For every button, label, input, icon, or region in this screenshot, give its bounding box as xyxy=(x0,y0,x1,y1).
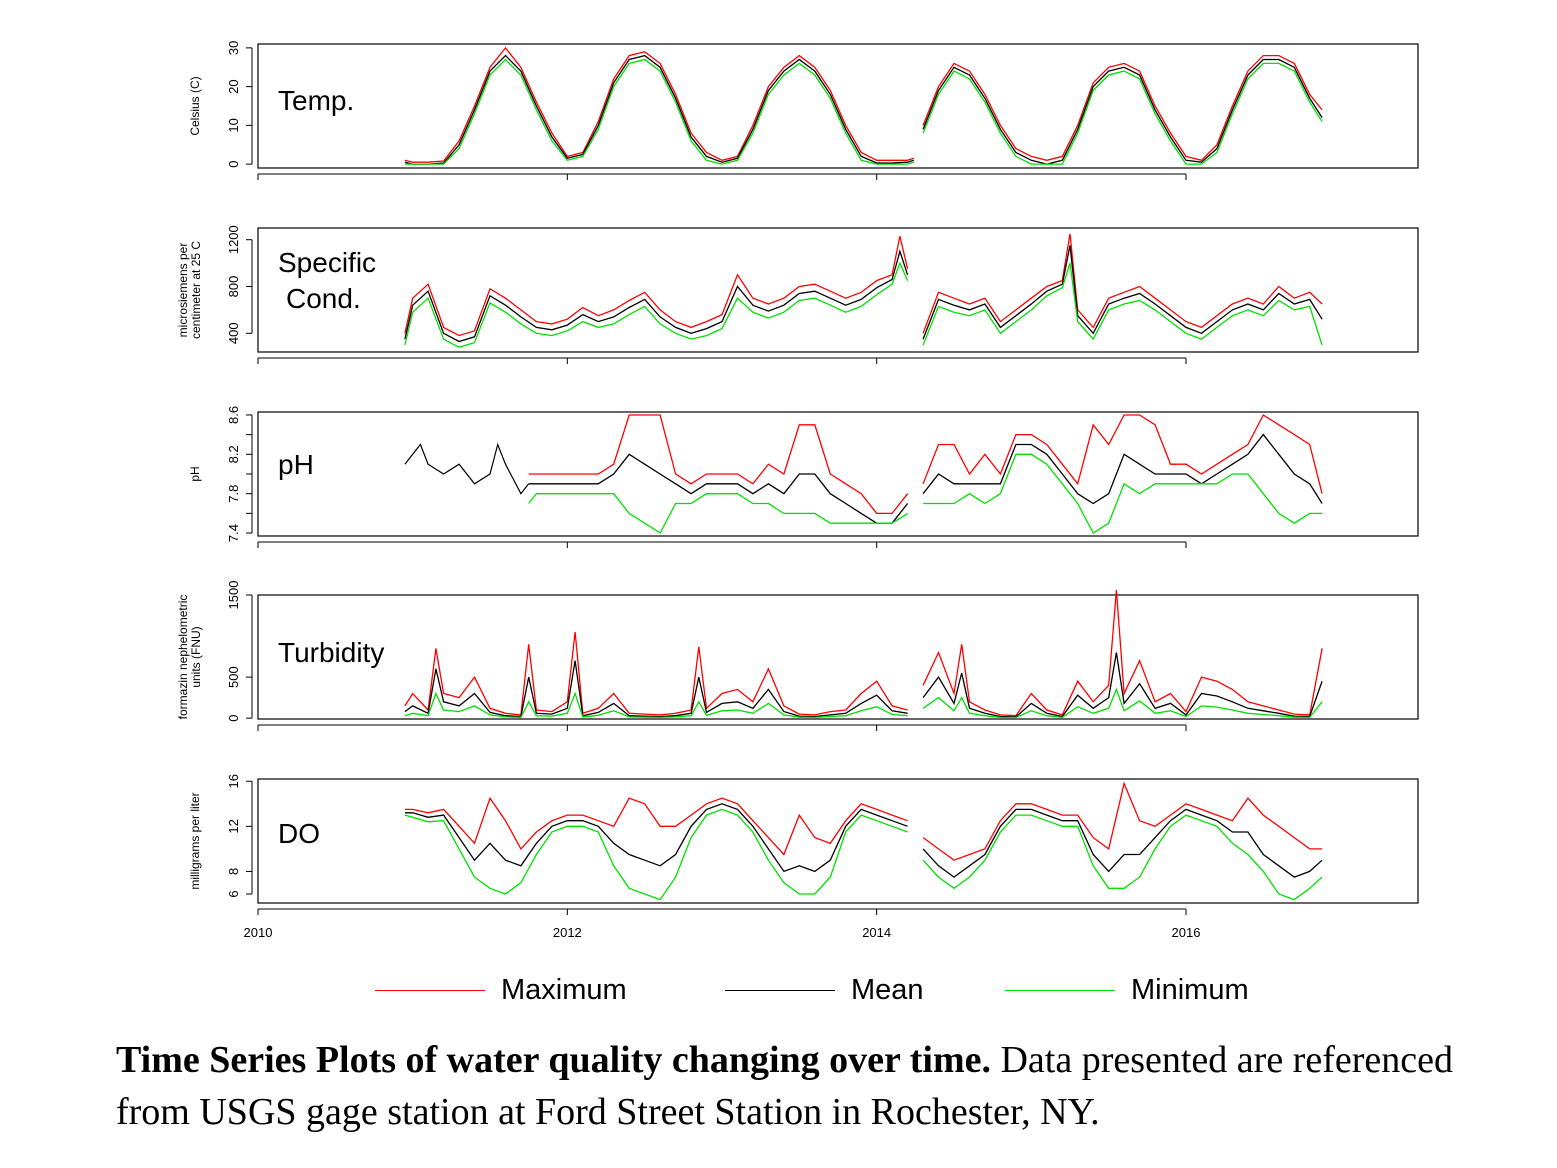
panel-frame-do xyxy=(257,778,1419,904)
panel-frame-turb xyxy=(257,594,1419,720)
x-tick-label: 2010 xyxy=(244,925,273,940)
panel-label-do: DO xyxy=(278,818,320,849)
y-axis-title-cond: microsiemens percentimeter at 25 C xyxy=(176,241,203,339)
panel-label-cond: Specific Cond. xyxy=(278,247,376,314)
y-tick-label-do: 12 xyxy=(226,819,241,833)
caption-body: Data presented are referenced from USGS … xyxy=(116,1039,1453,1133)
panel-label-line: Turbidity xyxy=(278,637,384,668)
chart-figure: 0 10 20 30 Celsius (C) Temp. 400 800 1200 microsi… xyxy=(176,41,1419,940)
y-axis-title-line: centimeter at 25 C xyxy=(189,241,203,339)
y-tick-label-ph: 7.4 xyxy=(226,524,241,542)
series-minimum-temp xyxy=(922,62,1323,165)
y-tick-label-cond: 400 xyxy=(226,322,241,344)
panel-label-temp: Temp. xyxy=(278,85,354,116)
series-maximum-temp xyxy=(922,54,1323,162)
y-tick-label-turb: 0 xyxy=(226,715,241,722)
y-tick-label-ph: 7.8 xyxy=(226,485,241,503)
legend-swatch-mean xyxy=(725,989,835,991)
caption-title: Time Series Plots of water quality chang… xyxy=(116,1039,991,1081)
series-minimum-temp xyxy=(404,58,914,165)
figure-caption: Time Series Plots of water quality chang… xyxy=(116,1034,1476,1138)
series-minimum-do xyxy=(404,808,908,901)
series-maximum-do xyxy=(404,796,908,856)
panel-label-line: pH xyxy=(278,449,314,480)
panel-frame-ph xyxy=(257,411,1419,537)
series-minimum-ph xyxy=(528,493,908,534)
series-minimum-do xyxy=(922,814,1323,901)
y-axis-title-line: milligrams per liter xyxy=(188,792,202,889)
y-tick-label-temp: 30 xyxy=(226,41,241,55)
panel-label-line: Temp. xyxy=(278,85,354,116)
y-tick-label-do: 6 xyxy=(226,890,241,897)
series-mean-temp xyxy=(404,54,914,165)
y-tick-label-cond: 800 xyxy=(226,276,241,298)
legend-label-mean: Mean xyxy=(851,973,924,1006)
panel-frame-temp xyxy=(257,43,1419,169)
series-mean-ph xyxy=(528,453,909,524)
legend-swatch-minimum xyxy=(1005,989,1115,991)
series-minimum-turb xyxy=(404,691,908,719)
y-tick-label-cond: 1200 xyxy=(226,225,241,254)
y-axis-title-line: pH xyxy=(188,466,202,481)
y-tick-label-temp: 20 xyxy=(226,79,241,93)
y-tick-label-do: 16 xyxy=(226,774,241,788)
series-mean-cond xyxy=(404,249,909,343)
panel-label-turb: Turbidity xyxy=(278,637,384,668)
legend-label-minimum: Minimum xyxy=(1131,973,1249,1006)
y-tick-label-turb: 500 xyxy=(226,666,241,688)
series-maximum-cond xyxy=(922,233,1323,334)
y-tick-label-do: 8 xyxy=(226,868,241,875)
y-tick-label-temp: 10 xyxy=(226,118,241,132)
series-maximum-turb xyxy=(404,631,908,716)
y-axis-title-temp: Celsius (C) xyxy=(188,76,202,135)
y-axis-title-do: milligrams per liter xyxy=(188,792,202,889)
series-mean-cond xyxy=(922,245,1323,340)
y-tick-label-ph: 8.6 xyxy=(226,406,241,424)
series-mean-ph xyxy=(404,442,530,495)
series-minimum-turb xyxy=(922,687,1323,719)
y-tick-label-turb: 1500 xyxy=(226,581,241,610)
panel-label-line: Cond. xyxy=(286,283,361,314)
y-tick-label-ph: 8.2 xyxy=(226,445,241,463)
x-tick-label: 2016 xyxy=(1172,925,1201,940)
series-maximum-ph xyxy=(922,414,1323,494)
series-mean-turb xyxy=(404,660,908,718)
legend-item-minimum: Minimum xyxy=(1005,968,1249,1012)
series-maximum-temp xyxy=(404,46,914,163)
series-mean-do xyxy=(922,808,1323,878)
series-mean-temp xyxy=(922,58,1323,165)
series-minimum-cond xyxy=(404,261,909,348)
legend: Maximum Mean Minimum xyxy=(0,968,1557,1012)
legend-label-maximum: Maximum xyxy=(501,973,627,1006)
series-maximum-turb xyxy=(922,590,1323,717)
legend-item-maximum: Maximum xyxy=(375,968,627,1012)
panel-frame-cond xyxy=(257,227,1419,353)
x-tick-label: 2014 xyxy=(862,925,891,940)
panel-label-ph: pH xyxy=(278,449,314,480)
legend-swatch-maximum xyxy=(375,989,485,991)
series-mean-do xyxy=(404,803,908,873)
panel-label-line: Specific xyxy=(278,247,376,278)
series-maximum-ph xyxy=(528,414,909,515)
panel-label-line: DO xyxy=(278,818,320,849)
series-maximum-do xyxy=(922,781,1323,861)
y-axis-title-line: formazin nephelometric xyxy=(176,595,190,720)
series-mean-turb xyxy=(922,652,1323,718)
y-axis-title-line: microsiemens per xyxy=(176,243,190,338)
y-axis-title-turb: formazin nephelometricunits (FNU) xyxy=(176,595,203,720)
y-axis-title-line: units (FNU) xyxy=(189,626,203,687)
series-maximum-cond xyxy=(404,236,909,337)
x-tick-label: 2012 xyxy=(553,925,582,940)
legend-item-mean: Mean xyxy=(725,968,924,1012)
y-axis-title-ph: pH xyxy=(188,466,202,481)
series-mean-ph xyxy=(922,433,1323,505)
y-axis-title-line: Celsius (C) xyxy=(188,76,202,135)
y-tick-label-temp: 0 xyxy=(226,161,241,168)
series-minimum-ph xyxy=(923,453,1323,534)
series-minimum-cond xyxy=(922,262,1323,346)
